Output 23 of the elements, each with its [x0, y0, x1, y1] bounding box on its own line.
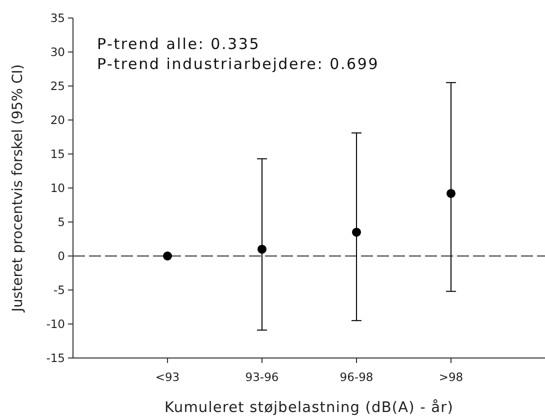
x-tick-label: 93-96	[245, 370, 279, 384]
y-tick-label: 0	[58, 249, 65, 264]
y-tick-label: 25	[50, 79, 65, 94]
y-tick-label: -10	[46, 317, 65, 332]
x-axis-title: Kumuleret støjbelastning (dB(A) - år)	[164, 399, 454, 416]
x-tick-label: >98	[438, 370, 464, 384]
point	[446, 188, 456, 198]
x-tick-label: <93	[155, 370, 180, 384]
annotation: P-trend industriarbejdere: 0.699	[97, 55, 380, 73]
y-tick-label: 35	[50, 11, 65, 26]
x-tick-label: 96-98	[340, 370, 374, 384]
y-tick-label: 30	[50, 45, 65, 60]
y-tick-label: 5	[58, 215, 65, 230]
annotation: P-trend alle: 0.335	[97, 35, 260, 53]
y-tick-label: 15	[50, 147, 65, 162]
y-tick-label: 20	[50, 113, 65, 128]
y-tick-label: -15	[46, 351, 65, 366]
point	[258, 244, 266, 254]
point	[163, 252, 172, 260]
point	[352, 228, 361, 237]
y-tick-label: -5	[54, 283, 65, 298]
y-axis-title: Justeret procentvis forskel (95% CI)	[10, 64, 26, 313]
y-tick-label: 10	[50, 181, 65, 196]
